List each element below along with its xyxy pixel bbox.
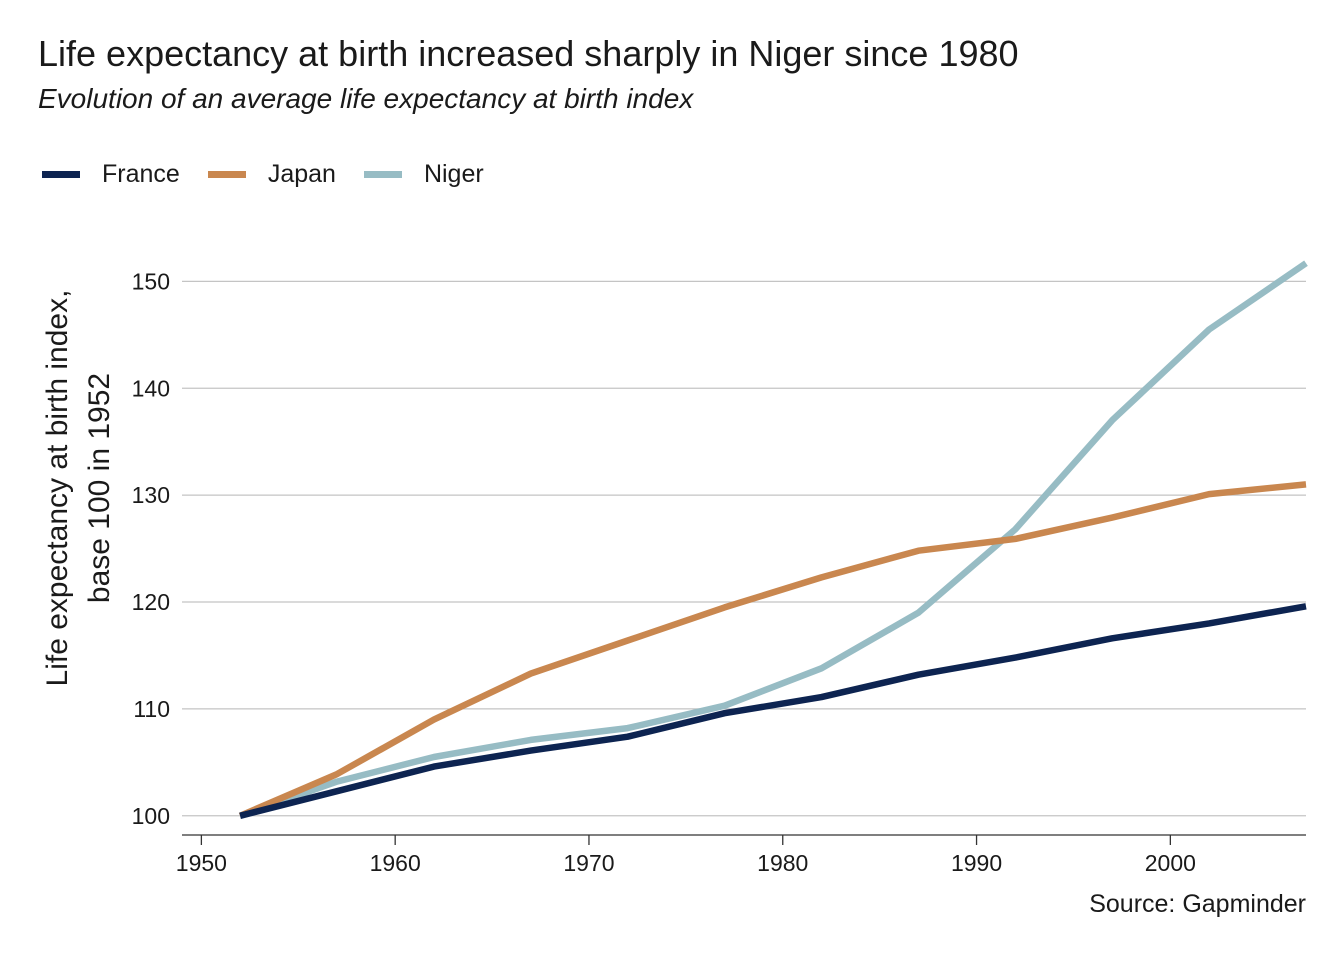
x-tick-labels: 1950 1960 1970 1980 1990 2000 (176, 850, 1196, 876)
legend-item-japan: Japan (207, 160, 336, 189)
legend-item-france: France (42, 160, 180, 189)
chart-subtitle: Evolution of an average life expectancy … (38, 83, 694, 114)
y-tick-label-110: 110 (133, 696, 170, 722)
y-axis-label-line-1: Life expectancy at birth index, (41, 290, 74, 687)
legend-swatch-japan (207, 171, 246, 178)
y-tick-label-120: 120 (132, 589, 170, 615)
x-tick-label-1970: 1970 (563, 850, 614, 876)
legend-item-niger: Niger (363, 160, 484, 189)
y-tick-label-150: 150 (132, 268, 170, 294)
x-tick-label-1990: 1990 (951, 850, 1002, 876)
x-tick-label-1950: 1950 (176, 850, 227, 876)
legend-label-france: France (102, 160, 180, 188)
y-tick-label-140: 140 (132, 375, 170, 401)
series-line-niger (239, 260, 1308, 819)
chart-title: Life expectancy at birth increased sharp… (38, 33, 1019, 74)
y-tick-label-130: 130 (132, 482, 170, 508)
x-tick-label-1980: 1980 (757, 850, 808, 876)
y-tick-label-100: 100 (132, 803, 170, 829)
x-tick-label-2000: 2000 (1145, 850, 1196, 876)
series-line-japan (238, 481, 1307, 819)
legend-label-niger: Niger (423, 160, 484, 188)
y-axis-label-line-2: base 100 in 1952 (83, 373, 116, 603)
legend-swatch-france (42, 171, 80, 178)
source-note: Source: Gapminder (1089, 890, 1306, 918)
x-tick-label-1960: 1960 (370, 850, 421, 876)
y-axis-label: Life expectancy at birth index, base 100… (41, 290, 116, 687)
legend: France Japan Niger (42, 160, 484, 189)
legend-swatch-niger (363, 171, 402, 178)
x-axis (182, 834, 1306, 845)
series-lines (238, 260, 1308, 819)
gridlines (182, 280, 1306, 817)
y-axis: 100 110 120 130 140 150 (132, 268, 170, 828)
legend-label-japan: Japan (267, 160, 336, 188)
series-line-france (239, 603, 1307, 819)
